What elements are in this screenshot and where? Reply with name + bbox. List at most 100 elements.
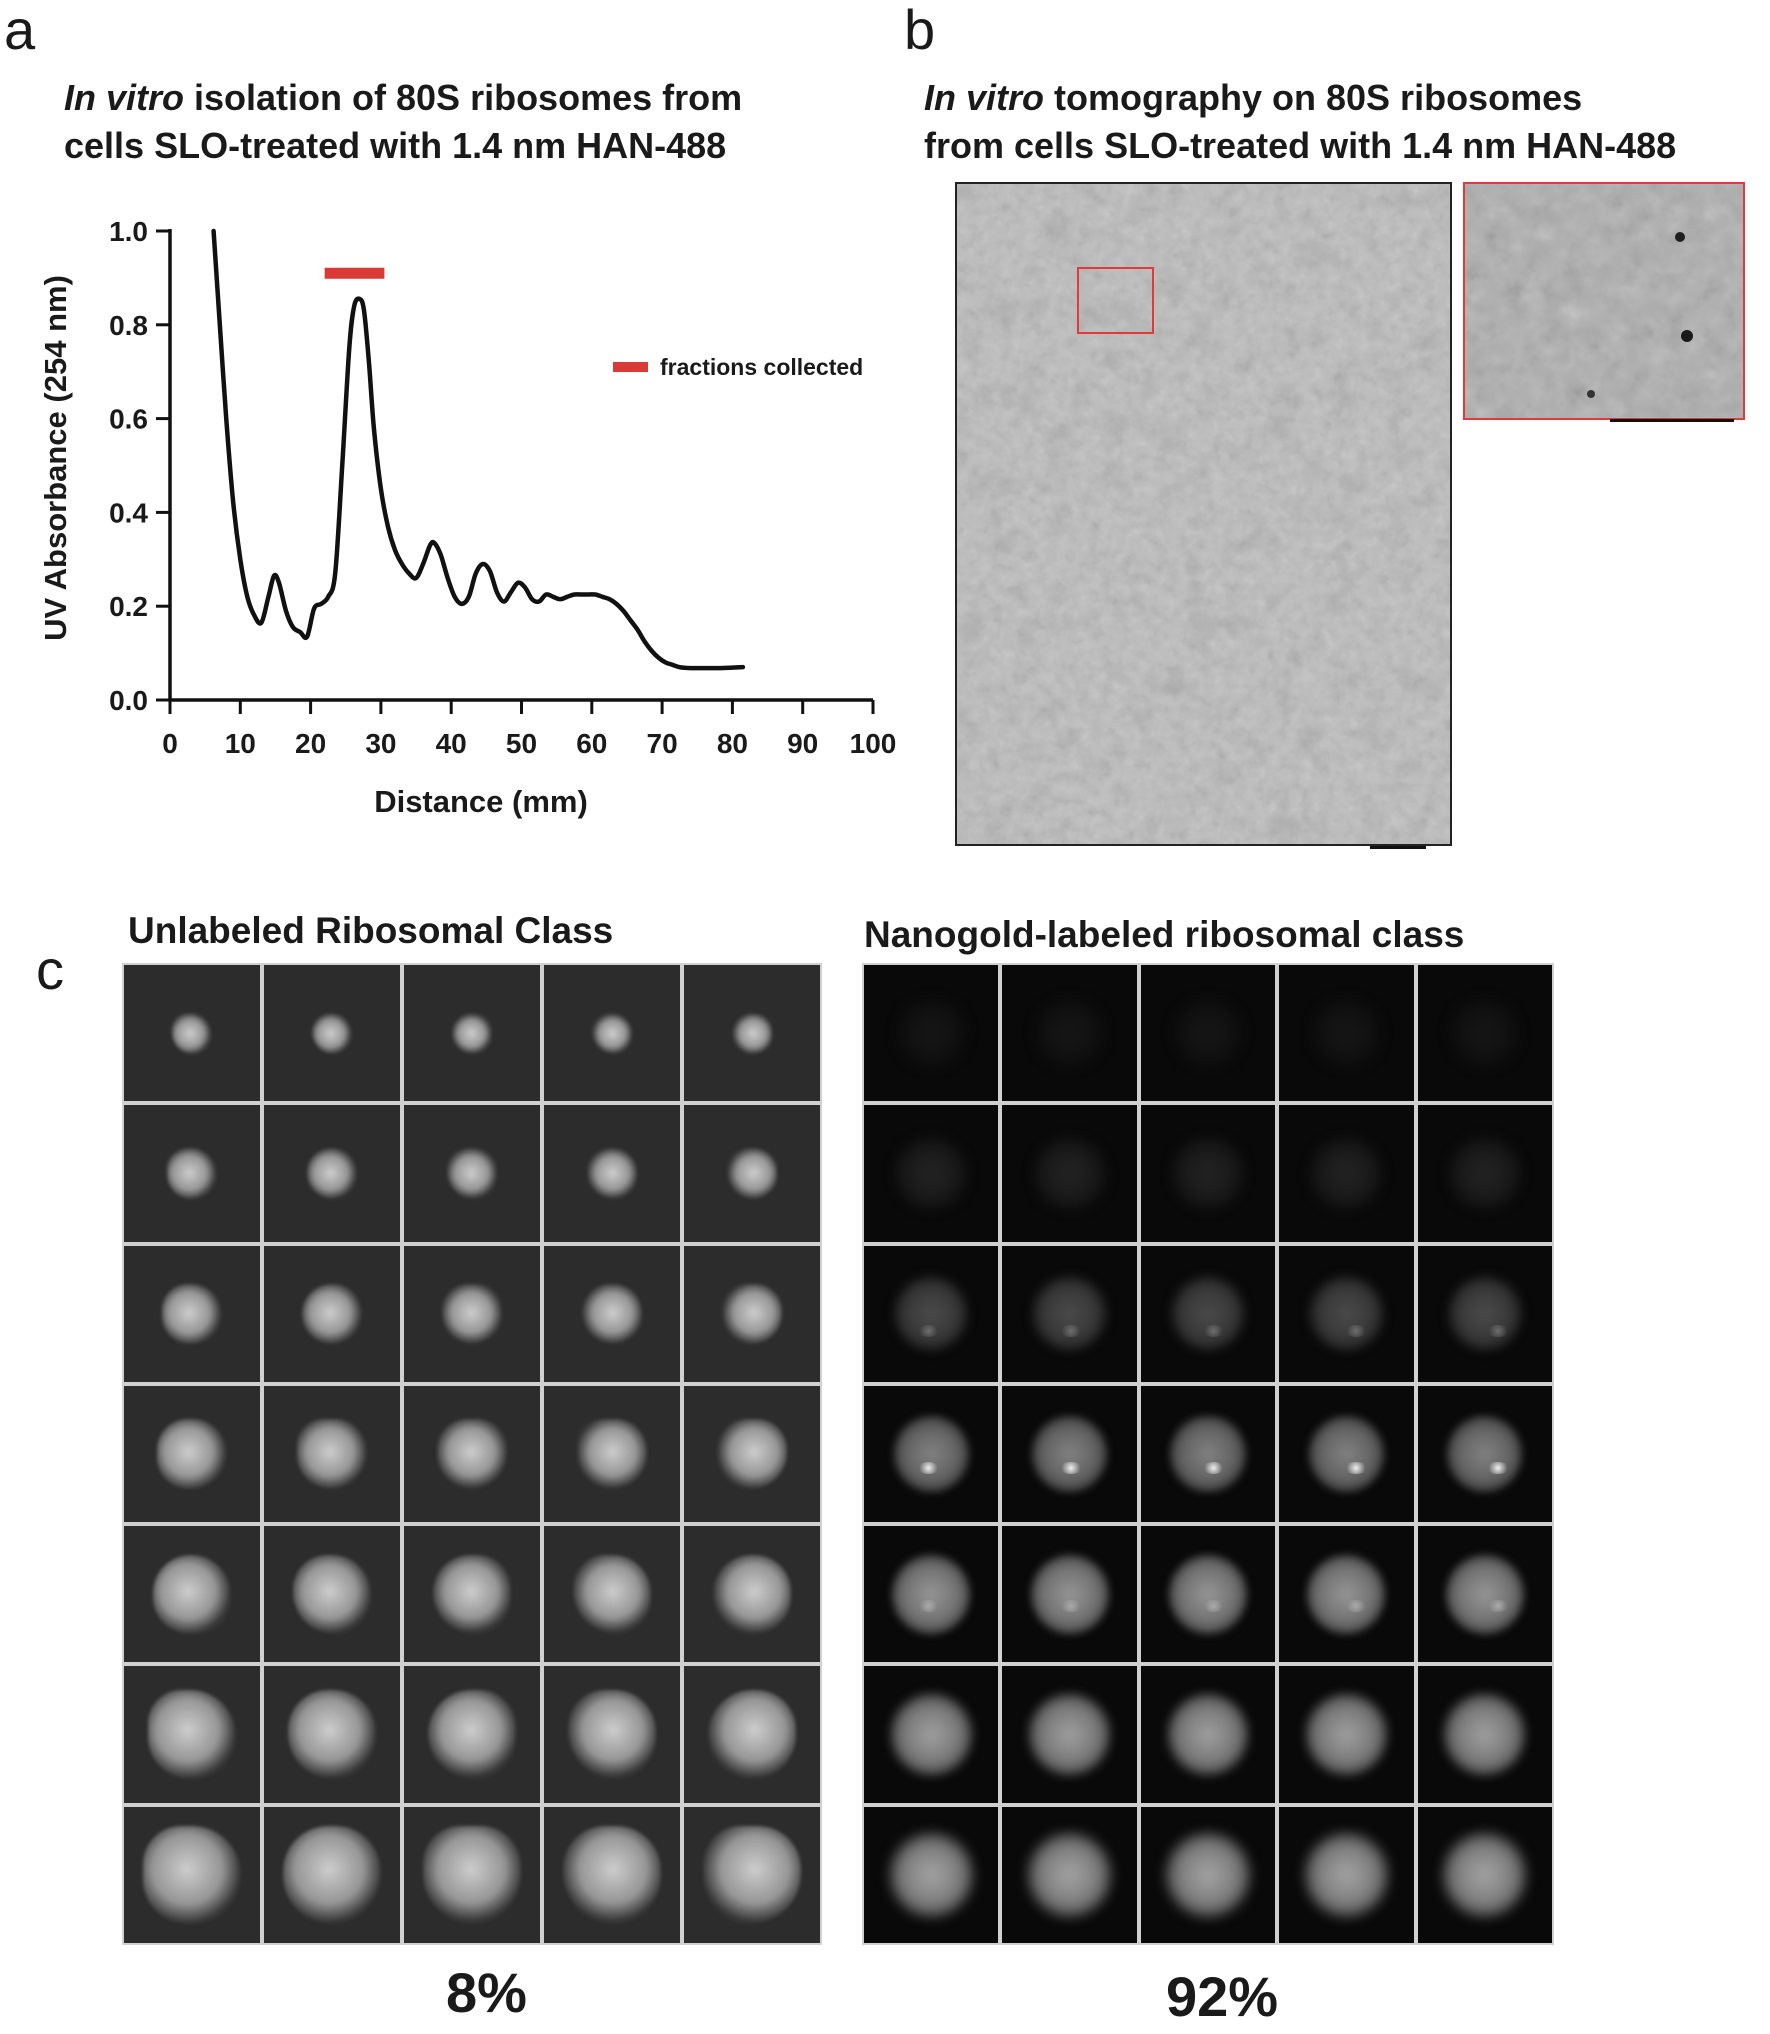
particle-density	[442, 1283, 502, 1344]
class-average-cell	[544, 1666, 680, 1803]
class-average-cell	[404, 1806, 540, 1943]
class-average-cell	[544, 965, 680, 1102]
class-average-cell	[1140, 965, 1276, 1102]
particle-density	[707, 1690, 797, 1779]
class-average-cell	[264, 1806, 400, 1943]
class-average-cell	[404, 1666, 540, 1803]
panel-a-title: In vitro isolation of 80S ribosomes from…	[64, 74, 742, 170]
nanogold-spot	[1060, 1462, 1082, 1475]
panel-c-letter: c	[36, 938, 64, 1001]
nanogold-spot	[1345, 1324, 1367, 1337]
class-average-cell	[1417, 1105, 1552, 1242]
class-average-cell	[404, 1526, 540, 1663]
class-average-cell	[544, 1526, 680, 1663]
x-tick-label: 80	[717, 728, 748, 759]
particle-density	[586, 1148, 638, 1199]
class-average-cell	[124, 1526, 260, 1663]
particle-density	[451, 1012, 493, 1054]
particle-density	[563, 1825, 661, 1924]
particle-density	[1445, 1554, 1524, 1634]
panel-b-letter: b	[904, 0, 936, 61]
nanogold-spot	[917, 1599, 940, 1612]
particle-density	[306, 1148, 358, 1199]
nanogold-spot	[1202, 1462, 1225, 1475]
nanogold-spot	[1345, 1599, 1367, 1612]
particle-density	[1448, 1276, 1522, 1351]
class-average-cell	[124, 1385, 260, 1523]
class-average-cell	[1002, 965, 1137, 1102]
panel-b-title: In vitro tomography on 80S ribosomes fro…	[924, 74, 1676, 170]
particle-density	[1174, 999, 1242, 1068]
particle-density	[1034, 1137, 1105, 1209]
particle-density	[171, 1012, 213, 1054]
class-average-cell	[1140, 1385, 1276, 1523]
particle-density	[712, 1554, 792, 1634]
particle-density	[1449, 1137, 1520, 1209]
particle-density	[423, 1825, 521, 1924]
x-tick-label: 30	[365, 728, 396, 759]
zoom-region-marker	[1077, 267, 1154, 334]
class-average-cell	[684, 1806, 820, 1943]
class-average-cell	[1002, 1806, 1137, 1943]
particle-density	[287, 1690, 377, 1779]
particle-density	[1311, 1137, 1382, 1209]
particle-density	[446, 1148, 498, 1199]
class-average-cell	[124, 1105, 260, 1242]
class-average-cell	[544, 1105, 680, 1242]
nanogold-spot	[1487, 1324, 1509, 1337]
y-tick-label: 0.6	[109, 404, 148, 435]
y-tick-label: 0.4	[109, 497, 148, 528]
zoom-scale-bar	[1610, 419, 1734, 422]
panel-a-title-italic: In vitro	[64, 77, 185, 118]
class-average-cell	[1417, 1245, 1552, 1382]
particle-density	[897, 999, 965, 1068]
class-average-cell	[1279, 1666, 1414, 1803]
class-average-cell	[1417, 965, 1552, 1102]
particle-density	[1169, 1554, 1247, 1634]
particle-density	[147, 1690, 237, 1779]
class-average-cell	[684, 1245, 820, 1382]
panel-b-title-line2: from cells SLO-treated with 1.4 nm HAN-4…	[924, 125, 1677, 166]
class-average-cell	[1002, 1666, 1137, 1803]
class-average-cell	[1417, 1806, 1552, 1943]
particle-density	[1171, 1276, 1245, 1351]
nanogold-spot	[1060, 1324, 1082, 1337]
x-tick-label: 70	[647, 728, 678, 759]
class-average-cell	[264, 1526, 400, 1663]
y-tick-label: 0.0	[109, 685, 148, 716]
class-average-cell	[1140, 1526, 1276, 1663]
particle-density	[1447, 1415, 1523, 1493]
class-average-cell	[684, 1526, 820, 1663]
panel-a-letter: a	[4, 0, 36, 61]
particle-density	[896, 1137, 967, 1209]
absorbance-line	[211, 228, 746, 671]
y-axis-title: UV Absorbance (254 nm)	[38, 275, 73, 641]
class-average-cell	[1002, 1245, 1137, 1382]
particle-density	[437, 1419, 507, 1489]
particle-density	[582, 1283, 642, 1344]
particle-density	[726, 1148, 778, 1199]
class-average-cell	[544, 1245, 680, 1382]
class-average-cell	[264, 965, 400, 1102]
particle-density	[1035, 999, 1104, 1068]
particle-density	[1444, 1693, 1526, 1776]
class-average-cell	[544, 1806, 680, 1943]
particle-density	[1173, 1137, 1243, 1209]
nanogold-class-grid	[862, 963, 1554, 1945]
class-average-cell	[124, 965, 260, 1102]
x-tick-label: 60	[576, 728, 607, 759]
particle-density	[1308, 1415, 1385, 1493]
panel-b-title-line1: tomography on 80S ribosomes	[1044, 77, 1583, 118]
class-average-cell	[1417, 1666, 1552, 1803]
particle-density	[292, 1554, 372, 1634]
particle-density	[731, 1012, 773, 1054]
particle-density	[1312, 999, 1380, 1068]
y-tick-label: 1.0	[109, 216, 148, 247]
unlabeled-class-title: Unlabeled Ribosomal Class	[128, 910, 614, 951]
x-axis-title: Distance (mm)	[374, 784, 588, 819]
x-tick-label: 10	[225, 728, 256, 759]
panel-b-title-italic: In vitro	[924, 77, 1045, 118]
class-average-cell	[1279, 1526, 1414, 1663]
class-average-cell	[684, 1105, 820, 1242]
nanogold-spot	[917, 1324, 940, 1337]
